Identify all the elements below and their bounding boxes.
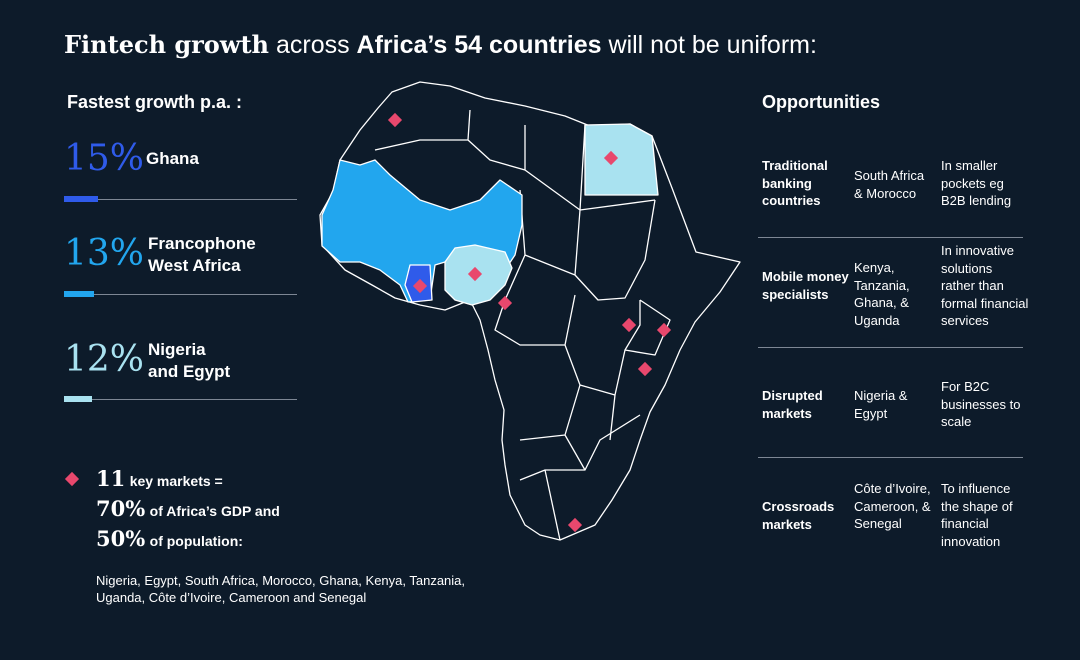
title-part-1: Fintech growth bbox=[64, 30, 270, 59]
key-markets-pop-pct: 50% bbox=[96, 526, 146, 551]
stat-nigeria-egypt-bar bbox=[64, 396, 92, 402]
stat-nigeria-egypt-divider bbox=[64, 399, 297, 400]
opportunity-description: In innovative solutions rather than form… bbox=[941, 243, 1029, 328]
key-market-marker-icon bbox=[467, 266, 483, 282]
stat-francophone-divider bbox=[64, 294, 297, 295]
stat-nigeria-egypt-label-line1: Nigeria bbox=[148, 340, 206, 359]
page-title: Fintech growth across Africa’s 54 countr… bbox=[64, 30, 817, 60]
opportunity-description: For B2C businesses to scale bbox=[941, 379, 1021, 429]
stat-nigeria-egypt-label-line2: and Egypt bbox=[148, 362, 231, 381]
key-market-marker-icon bbox=[637, 361, 653, 377]
key-markets-gdp-label: of Africa’s GDP and bbox=[149, 503, 280, 519]
opportunity-countries: Kenya, Tanzania, Ghana, & Uganda bbox=[854, 260, 910, 328]
opportunity-description: In smaller pockets eg B2B lending bbox=[941, 158, 1012, 208]
stat-francophone-label: Francophone West Africa bbox=[148, 233, 256, 277]
stat-nigeria-egypt-pct: 12% bbox=[64, 339, 145, 380]
title-part-4: will not be uniform: bbox=[601, 31, 817, 59]
stat-francophone-pct: 13% bbox=[64, 233, 145, 274]
key-markets-list: Nigeria, Egypt, South Africa, Morocco, G… bbox=[96, 573, 466, 605]
stat-francophone-label-line1: Francophone bbox=[148, 234, 256, 253]
key-market-marker-icon bbox=[567, 517, 583, 533]
stat-ghana-bar bbox=[64, 196, 98, 202]
key-markets-count: 11 bbox=[96, 466, 126, 491]
opportunities-divider bbox=[758, 347, 1023, 348]
stat-ghana-divider bbox=[64, 199, 297, 200]
africa-continent-outline bbox=[319, 81, 741, 541]
country-egypt bbox=[584, 123, 659, 196]
key-market-marker-icon bbox=[603, 150, 619, 166]
stat-ghana-pct: 15% bbox=[64, 138, 145, 179]
key-markets-gdp-row: 70% of Africa’s GDP and bbox=[96, 496, 280, 521]
key-markets-pop-row: 50% of population: bbox=[96, 526, 243, 551]
key-market-marker-icon bbox=[387, 112, 403, 128]
key-market-marker-icon bbox=[497, 295, 513, 311]
opportunity-type: Traditional banking countries bbox=[762, 158, 828, 208]
key-market-marker-icon bbox=[621, 317, 637, 333]
stat-nigeria-egypt-label: Nigeria and Egypt bbox=[148, 339, 230, 383]
key-markets-count-label: key markets = bbox=[129, 473, 223, 489]
title-part-2: across bbox=[269, 31, 357, 59]
fastest-growth-heading: Fastest growth p.a. : bbox=[67, 92, 243, 112]
opportunities-heading: Opportunities bbox=[762, 92, 880, 112]
opportunity-type: Crossroads markets bbox=[762, 499, 835, 532]
stat-ghana-label: Ghana bbox=[146, 148, 199, 170]
opportunity-countries: Nigeria & Egypt bbox=[854, 388, 908, 421]
opportunity-countries: South Africa & Morocco bbox=[854, 168, 925, 201]
opportunities-divider bbox=[758, 237, 1023, 238]
key-markets-gdp-pct: 70% bbox=[96, 496, 146, 521]
opportunities-divider bbox=[758, 457, 1023, 458]
opportunity-description: To influence the shape of financial inno… bbox=[941, 481, 1013, 549]
stat-francophone-bar bbox=[64, 291, 94, 297]
title-part-3: Africa’s 54 countries bbox=[356, 31, 602, 59]
opportunity-type: Disrupted markets bbox=[762, 388, 823, 421]
stat-ghana-label-line1: Ghana bbox=[146, 149, 199, 168]
market-markers bbox=[387, 112, 672, 533]
opportunity-type: Mobile money specialists bbox=[762, 269, 849, 302]
stat-francophone-label-line2: West Africa bbox=[148, 256, 241, 275]
key-market-marker-icon bbox=[412, 278, 428, 294]
key-market-marker-icon bbox=[656, 322, 672, 338]
key-markets-count-row: 11 key markets = bbox=[96, 466, 223, 491]
key-markets-pop-label: of population: bbox=[149, 533, 243, 549]
opportunity-countries: Côte d’Ivoire, Cameroon, & Senegal bbox=[854, 481, 931, 531]
